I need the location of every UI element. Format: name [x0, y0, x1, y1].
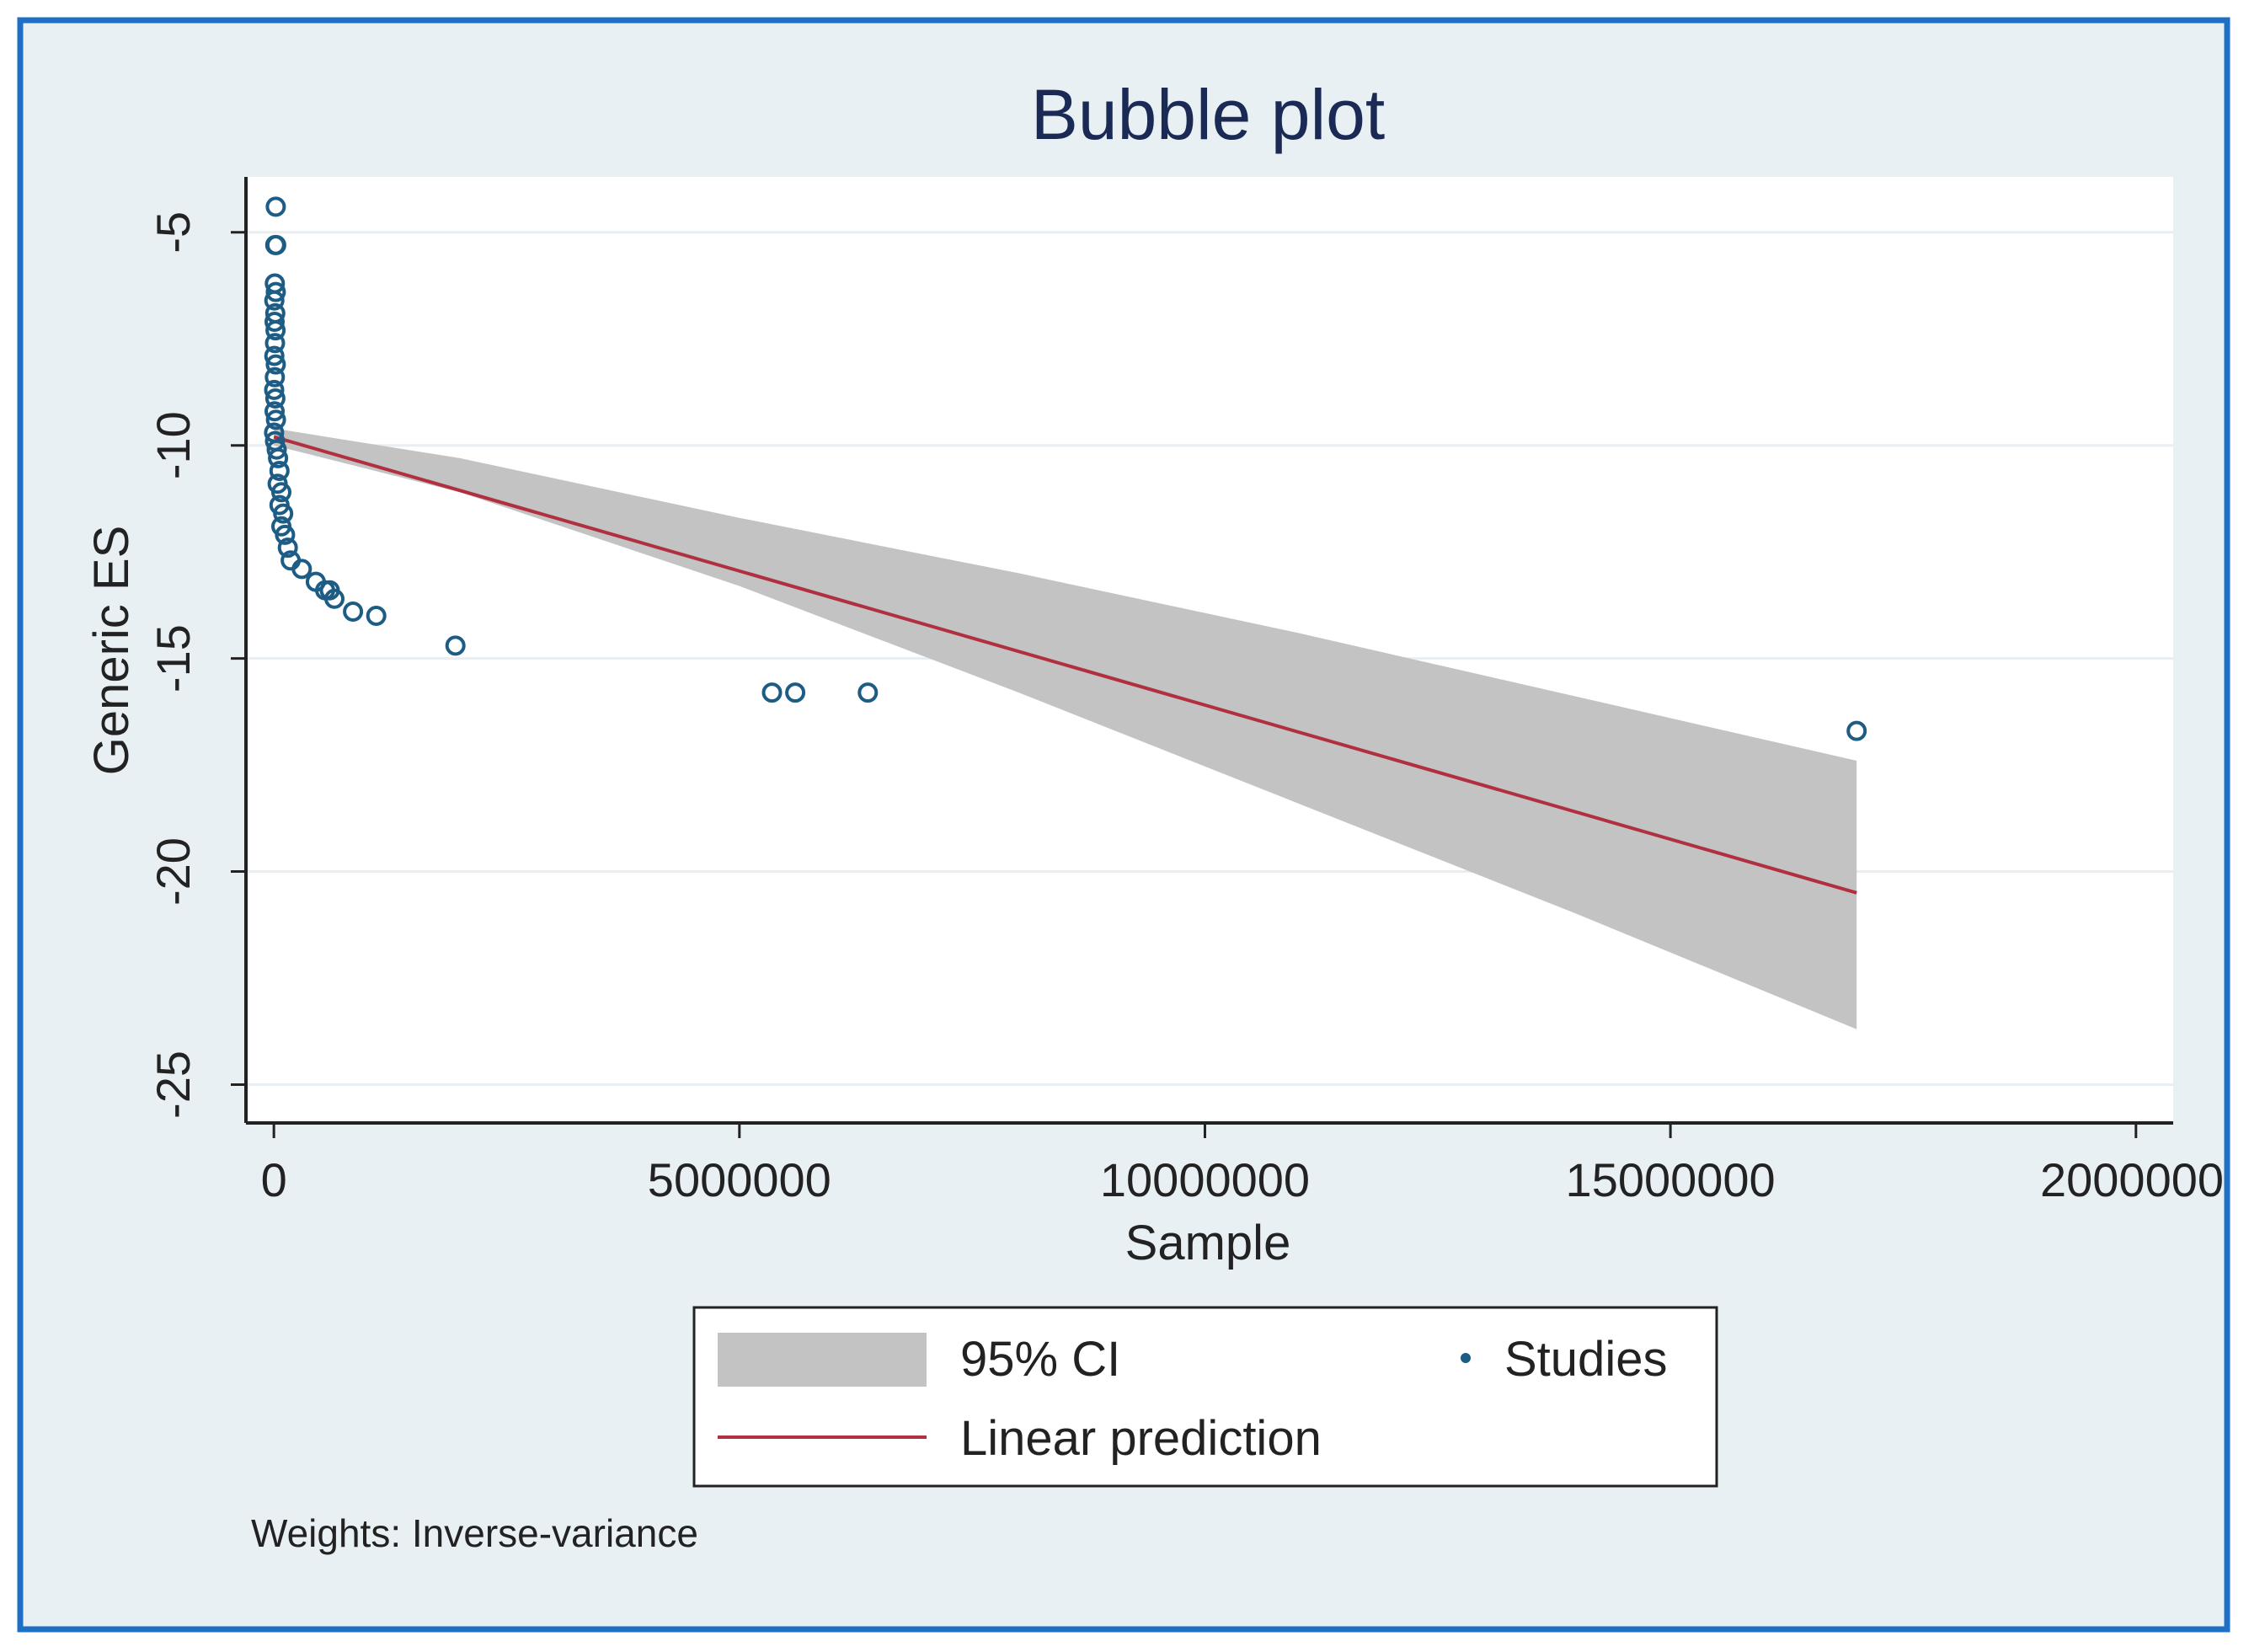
study-point-2 — [265, 234, 286, 255]
ci-band-layer — [274, 428, 1857, 1029]
linear-prediction-line — [273, 435, 1857, 895]
study-point-20 — [268, 447, 289, 468]
study-point-38 — [761, 682, 783, 703]
study-point-8 — [265, 320, 286, 341]
legend-ci-label: 95% CI — [960, 1332, 1120, 1387]
y-ticks: -5 -10 -15 -20 -25 — [147, 211, 246, 1119]
study-point-5 — [264, 290, 285, 311]
study-point-25 — [273, 503, 294, 524]
study-point-19 — [266, 439, 287, 460]
study-point-34 — [315, 580, 335, 601]
y-tick-label-1: -10 — [147, 411, 200, 479]
study-point-4 — [265, 281, 286, 302]
chart-title: Bubble plot — [1031, 75, 1385, 154]
y-tick-label-0: -5 — [147, 211, 200, 254]
x-ticks: 0 5000000 10000000 15000000 2000000 — [261, 1123, 2224, 1206]
x-axis-label: Sample — [1125, 1216, 1291, 1270]
y-tick-label-3: -20 — [147, 837, 200, 906]
study-point-13 — [264, 379, 285, 400]
y-tick-label-2: -15 — [147, 624, 200, 692]
weights-note: Weights: Inverse-variance — [251, 1511, 698, 1555]
study-point-10 — [264, 345, 285, 366]
study-point-28 — [277, 537, 298, 559]
study-point-0 — [265, 196, 286, 217]
study-point-39 — [785, 682, 806, 703]
study-point-7 — [264, 312, 285, 332]
study-point-9 — [264, 333, 286, 354]
legend-studies-marker — [1461, 1353, 1471, 1363]
study-point-21 — [269, 461, 290, 481]
legend-studies-label: Studies — [1504, 1332, 1667, 1387]
study-point-37 — [445, 635, 466, 656]
study-point-40 — [857, 682, 879, 703]
ci-band — [274, 428, 1857, 1029]
study-point-35 — [343, 601, 364, 622]
y-axis-label: Generic ES — [84, 526, 139, 776]
x-tick-label-2: 10000000 — [1100, 1153, 1310, 1206]
study-point-14 — [264, 388, 286, 409]
study-point-41 — [1846, 720, 1867, 741]
study-point-12 — [264, 366, 286, 388]
study-point-11 — [265, 354, 286, 375]
legend-line-label: Linear prediction — [960, 1411, 1322, 1466]
x-tick-label-1: 5000000 — [648, 1153, 831, 1206]
legend: 95% CI Studies Linear prediction — [692, 1306, 1718, 1488]
study-point-27 — [275, 524, 296, 545]
study-point-36 — [366, 606, 387, 626]
y-tick-label-4: -25 — [147, 1051, 200, 1119]
legend-ci-swatch — [718, 1333, 927, 1387]
study-point-23 — [271, 482, 291, 503]
study-point-30 — [291, 559, 313, 580]
x-tick-label-3: 15000000 — [1566, 1153, 1776, 1206]
study-point-16 — [265, 409, 286, 430]
prediction-line-layer — [273, 435, 1857, 895]
x-tick-label-0: 0 — [261, 1153, 287, 1206]
studies-points-layer — [264, 196, 1867, 741]
x-tick-label-4: 2000000 — [2040, 1153, 2224, 1206]
study-point-15 — [264, 401, 285, 422]
